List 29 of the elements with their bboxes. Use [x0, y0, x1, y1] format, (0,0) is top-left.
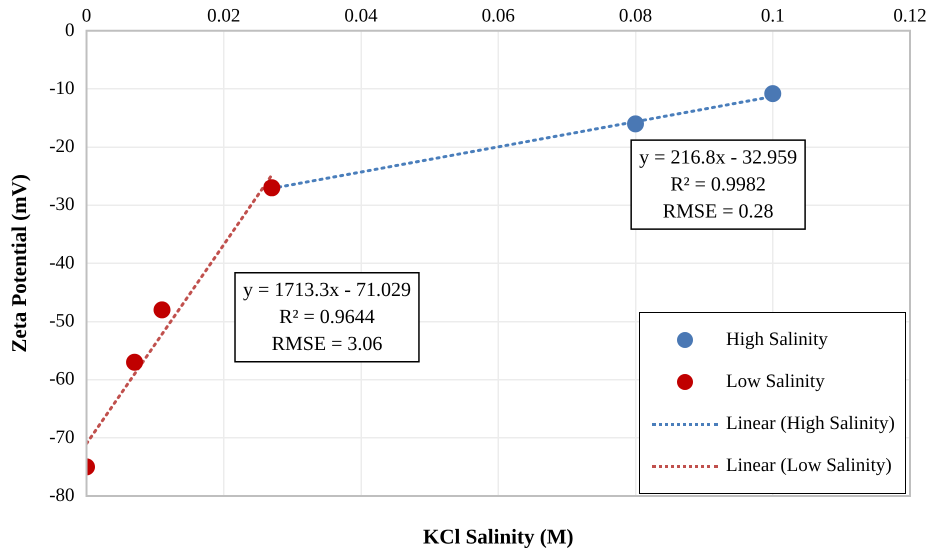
- y-tick-label: -30: [49, 194, 75, 216]
- x-tick-label: 0.02: [207, 5, 240, 26]
- x-tick-label: 0.04: [344, 5, 378, 26]
- point: [126, 354, 144, 371]
- x-tick-label: 0.1: [760, 5, 785, 26]
- annotation: y = 216.8x - 32.959 R² = 0.9982 RMSE = 0.28: [639, 146, 798, 222]
- y-tick-label: -60: [49, 368, 75, 390]
- legend-label: High Salinity: [726, 329, 828, 351]
- point: [263, 179, 280, 196]
- point: [627, 115, 644, 132]
- legend-label: Linear (Low Salinity): [726, 455, 892, 477]
- y-tick-label: -70: [49, 426, 75, 448]
- x-axis-title: KCl Salinity (M): [423, 524, 574, 548]
- y-tick-label: -80: [49, 484, 75, 506]
- annotation: y = 1713.3x - 71.029 R² = 0.9644 RMSE = 3.06: [243, 278, 411, 355]
- y-tick-label: -10: [49, 78, 75, 99]
- legend-label: Linear (High Salinity): [726, 413, 895, 435]
- y-tick-label: 0: [65, 20, 75, 41]
- y-tick-label: -50: [49, 310, 75, 332]
- x-tick-label: 0.06: [482, 5, 515, 26]
- x-tick-label: 0: [82, 5, 92, 26]
- x-tick-label: 0.08: [618, 5, 652, 26]
- legend-label: Low Salinity: [726, 371, 825, 393]
- y-tick-label: -40: [49, 252, 75, 274]
- point: [764, 85, 782, 102]
- x-tick-label: 0.12: [893, 5, 927, 26]
- y-tick-label: -20: [49, 136, 75, 158]
- y-axis-title: Zeta Potential (mV): [7, 174, 32, 353]
- point: [154, 301, 171, 318]
